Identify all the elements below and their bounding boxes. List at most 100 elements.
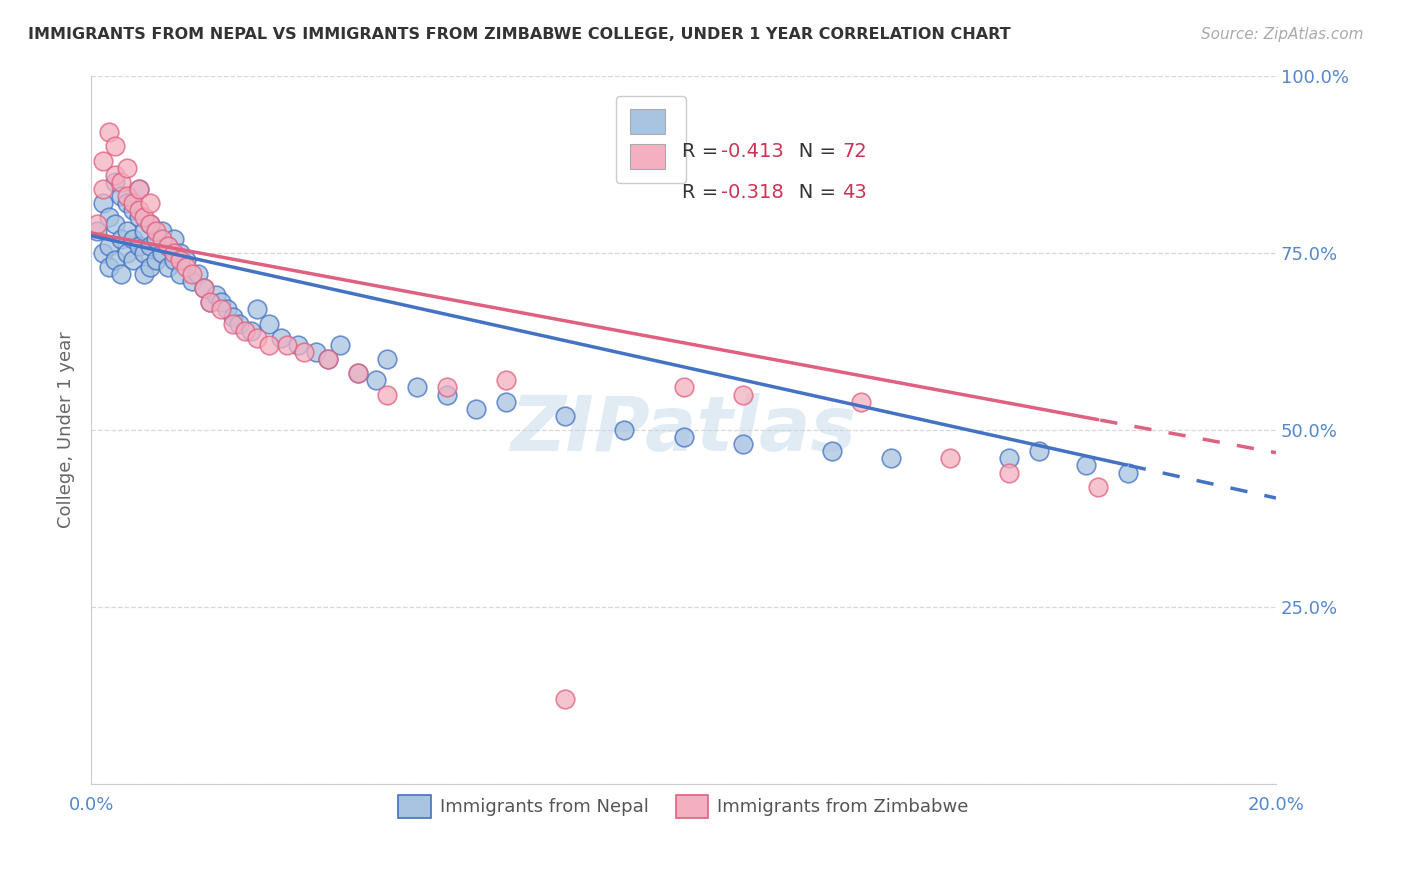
- Point: [104, 252, 127, 267]
- Point: [246, 302, 269, 317]
- Text: N =: N =: [780, 142, 842, 161]
- Point: [287, 338, 309, 352]
- Point: [240, 324, 263, 338]
- Point: [86, 218, 108, 232]
- Point: [174, 252, 197, 267]
- Point: [150, 245, 173, 260]
- Text: IMMIGRANTS FROM NEPAL VS IMMIGRANTS FROM ZIMBABWE COLLEGE, UNDER 1 YEAR CORRELAT: IMMIGRANTS FROM NEPAL VS IMMIGRANTS FROM…: [28, 27, 1011, 42]
- Point: [211, 295, 233, 310]
- Text: 43: 43: [842, 183, 868, 202]
- Point: [121, 252, 143, 267]
- Point: [128, 182, 150, 196]
- Point: [305, 345, 328, 359]
- Point: [97, 125, 120, 139]
- Point: [91, 196, 114, 211]
- Point: [180, 267, 202, 281]
- Point: [86, 225, 108, 239]
- Point: [198, 295, 221, 310]
- Point: [169, 245, 191, 260]
- Point: [1087, 480, 1109, 494]
- Point: [121, 203, 143, 218]
- Point: [115, 189, 138, 203]
- Point: [169, 267, 191, 281]
- Point: [139, 196, 162, 211]
- Point: [276, 338, 298, 352]
- Point: [880, 451, 903, 466]
- Point: [346, 366, 368, 380]
- Point: [998, 466, 1021, 480]
- Point: [211, 302, 233, 317]
- Point: [180, 274, 202, 288]
- Point: [198, 295, 221, 310]
- Point: [222, 317, 245, 331]
- Point: [134, 267, 156, 281]
- Point: [257, 338, 280, 352]
- Point: [115, 196, 138, 211]
- Point: [134, 225, 156, 239]
- Point: [554, 409, 576, 423]
- Point: [145, 231, 167, 245]
- Point: [163, 252, 186, 267]
- Point: [97, 238, 120, 252]
- Point: [91, 245, 114, 260]
- Point: [672, 430, 695, 444]
- Point: [187, 267, 209, 281]
- Point: [246, 331, 269, 345]
- Point: [134, 245, 156, 260]
- Point: [121, 231, 143, 245]
- Point: [222, 310, 245, 324]
- Point: [115, 225, 138, 239]
- Point: [115, 245, 138, 260]
- Point: [128, 203, 150, 218]
- Point: [157, 260, 180, 274]
- Point: [495, 373, 517, 387]
- Text: ZIPatlas: ZIPatlas: [510, 393, 856, 467]
- Point: [121, 196, 143, 211]
- Text: N =: N =: [780, 183, 842, 202]
- Point: [294, 345, 316, 359]
- Y-axis label: College, Under 1 year: College, Under 1 year: [58, 332, 75, 528]
- Point: [145, 225, 167, 239]
- Text: Source: ZipAtlas.com: Source: ZipAtlas.com: [1201, 27, 1364, 42]
- Point: [377, 352, 399, 367]
- Point: [495, 394, 517, 409]
- Text: -0.413: -0.413: [721, 142, 785, 161]
- Point: [193, 281, 215, 295]
- Point: [104, 168, 127, 182]
- Point: [128, 238, 150, 252]
- Point: [110, 231, 132, 245]
- Point: [163, 231, 186, 245]
- Point: [145, 252, 167, 267]
- Point: [110, 189, 132, 203]
- Point: [193, 281, 215, 295]
- Point: [104, 139, 127, 153]
- Point: [139, 260, 162, 274]
- Point: [115, 161, 138, 175]
- Point: [139, 238, 162, 252]
- Point: [316, 352, 339, 367]
- Point: [346, 366, 368, 380]
- Point: [377, 387, 399, 401]
- Point: [731, 437, 754, 451]
- Point: [204, 288, 226, 302]
- Point: [554, 692, 576, 706]
- Point: [163, 245, 186, 260]
- Point: [157, 238, 180, 252]
- Point: [97, 260, 120, 274]
- Point: [104, 175, 127, 189]
- Point: [1116, 466, 1139, 480]
- Point: [104, 218, 127, 232]
- Text: R =: R =: [682, 142, 724, 161]
- Point: [139, 218, 162, 232]
- Text: -0.318: -0.318: [721, 183, 785, 202]
- Point: [139, 218, 162, 232]
- Point: [110, 267, 132, 281]
- Point: [270, 331, 292, 345]
- Point: [1076, 458, 1098, 473]
- Point: [150, 225, 173, 239]
- Point: [233, 324, 256, 338]
- Point: [672, 380, 695, 394]
- Point: [851, 394, 873, 409]
- Point: [329, 338, 352, 352]
- Point: [128, 182, 150, 196]
